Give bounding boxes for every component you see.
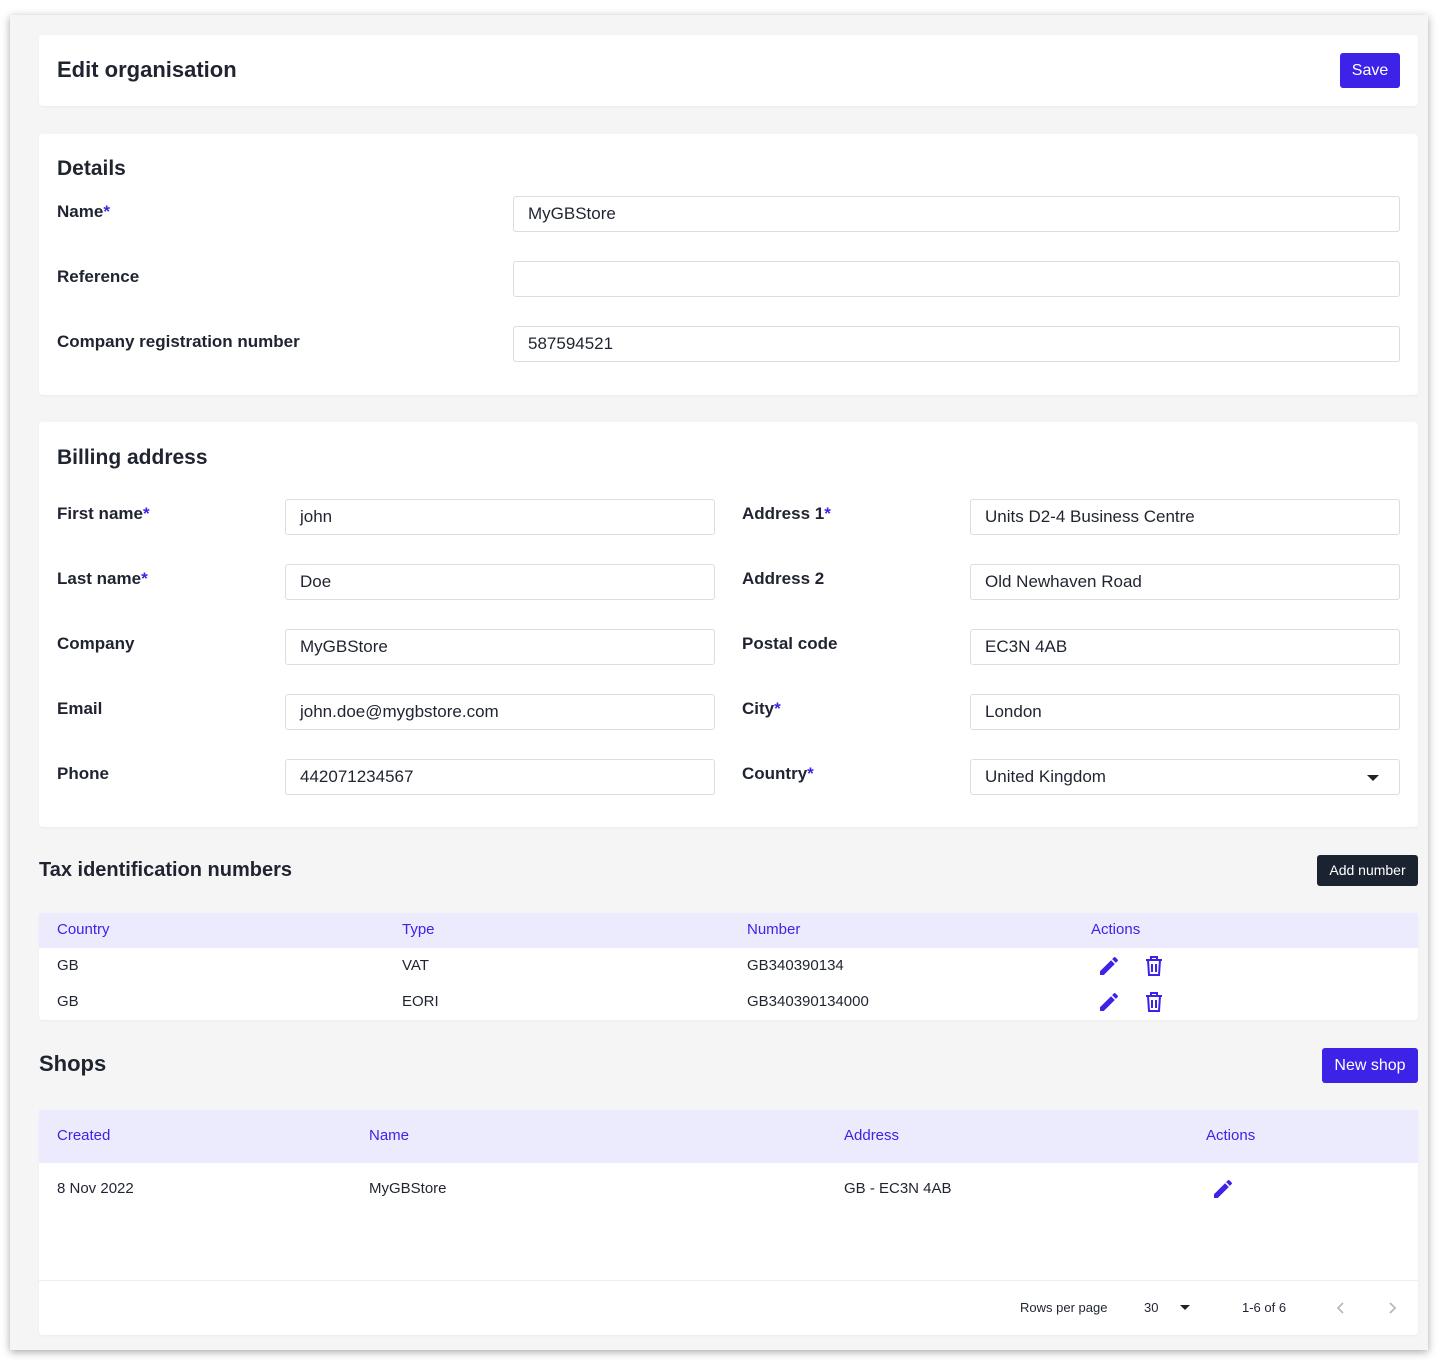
- input-value: MyGBStore: [300, 637, 388, 656]
- field-label: Name*: [57, 200, 110, 224]
- text-input[interactable]: Old Newhaven Road: [970, 564, 1400, 600]
- label-text: Country: [742, 764, 808, 783]
- required-mark: *: [142, 504, 150, 523]
- input-value: john.doe@mygbstore.com: [300, 702, 499, 721]
- field-label: Last name*: [57, 567, 148, 591]
- field-label: City*: [742, 697, 781, 721]
- previous-page[interactable]: [1333, 1300, 1349, 1316]
- table-header: [39, 913, 1418, 948]
- field-label: Country*: [742, 762, 814, 786]
- table-cell: GB: [57, 957, 79, 974]
- field-label: Reference: [57, 265, 139, 289]
- table-cell: GB340390134: [747, 957, 844, 974]
- required-mark: *: [824, 504, 831, 523]
- rows-per-page-value[interactable]: 30: [1144, 1300, 1159, 1315]
- label-text: Name: [57, 202, 104, 221]
- input-value: London: [985, 702, 1042, 721]
- text-input[interactable]: Doe: [285, 564, 715, 600]
- text-input[interactable]: john.doe@mygbstore.com: [285, 694, 715, 730]
- input-value: United Kingdom: [985, 767, 1106, 786]
- delete-icon[interactable]: [1142, 990, 1166, 1014]
- header-card: [39, 35, 1418, 106]
- text-input[interactable]: MyGBStore: [285, 629, 715, 665]
- section-title: Tax identification numbers: [39, 859, 292, 881]
- text-input[interactable]: 442071234567: [285, 759, 715, 795]
- column-header: Actions: [1091, 921, 1141, 938]
- field-label: Address 2: [742, 567, 824, 591]
- footer-divider: [39, 1280, 1418, 1281]
- input-value: Old Newhaven Road: [985, 572, 1142, 591]
- input-value: 442071234567: [300, 767, 414, 786]
- field-label: Postal code: [742, 632, 837, 656]
- next-page[interactable]: [1384, 1300, 1400, 1316]
- label-text: First name: [57, 504, 143, 523]
- column-header: Created: [57, 1127, 111, 1144]
- delete-icon[interactable]: [1142, 954, 1166, 978]
- input-value: john: [300, 507, 333, 526]
- rows-per-page-label: Rows per page: [1020, 1300, 1108, 1315]
- input-value: Doe: [300, 572, 332, 591]
- dropdown-arrow: [1367, 775, 1379, 781]
- label-text: Address 2: [742, 569, 825, 588]
- table-cell: 8 Nov 2022: [57, 1180, 134, 1197]
- label-text: City: [742, 699, 775, 718]
- edit-icon[interactable]: [1211, 1177, 1235, 1201]
- section-title: Shops: [39, 1051, 107, 1076]
- section-title: Billing address: [57, 446, 208, 469]
- text-input[interactable]: [513, 261, 1400, 297]
- table-cell: VAT: [402, 957, 429, 974]
- page-range: 1-6 of 6: [1242, 1300, 1287, 1315]
- input-value: EC3N 4AB: [985, 637, 1068, 656]
- table-cell: EORI: [402, 993, 439, 1010]
- label-text: Company registration number: [57, 332, 300, 351]
- new-shop-button[interactable]: New shop: [1322, 1048, 1418, 1083]
- text-input[interactable]: 587594521: [513, 326, 1400, 362]
- page-title: Edit organisation: [57, 57, 237, 82]
- table-cell: GB - EC3N 4AB: [844, 1180, 952, 1197]
- text-input[interactable]: MyGBStore: [513, 196, 1400, 232]
- label-text: Company: [57, 634, 135, 653]
- section-title: Details: [57, 157, 126, 180]
- column-header: Address: [844, 1127, 900, 1144]
- column-header: Type: [402, 921, 435, 938]
- required-mark: *: [774, 699, 781, 718]
- input-value: MyGBStore: [528, 204, 616, 223]
- label-text: Reference: [57, 267, 140, 286]
- text-input[interactable]: London: [970, 694, 1400, 730]
- field-label: Email: [57, 697, 102, 721]
- dropdown-arrow[interactable]: [1180, 1305, 1190, 1310]
- select-input[interactable]: United Kingdom: [970, 759, 1400, 795]
- table-header: [39, 1110, 1418, 1163]
- label-text: Email: [57, 699, 103, 718]
- label-text: Address 1: [742, 504, 825, 523]
- field-label: Address 1*: [742, 502, 831, 526]
- column-header: Number: [747, 921, 801, 938]
- input-value: Units D2-4 Business Centre: [985, 507, 1195, 526]
- add-number-button[interactable]: Add number: [1317, 855, 1418, 886]
- save-button[interactable]: Save: [1340, 53, 1400, 88]
- table-cell: GB340390134000: [747, 993, 869, 1010]
- text-input[interactable]: john: [285, 499, 715, 535]
- field-label: First name*: [57, 502, 150, 526]
- table-cell: MyGBStore: [369, 1180, 447, 1197]
- column-header: Name: [369, 1127, 410, 1144]
- required-mark: *: [103, 202, 110, 221]
- edit-icon[interactable]: [1097, 990, 1121, 1014]
- field-label: Company: [57, 632, 134, 656]
- label-text: Postal code: [742, 634, 838, 653]
- column-header: Actions: [1206, 1127, 1256, 1144]
- label-text: Phone: [57, 764, 109, 783]
- required-mark: *: [807, 764, 814, 783]
- column-header: Country: [57, 921, 110, 938]
- text-input[interactable]: EC3N 4AB: [970, 629, 1400, 665]
- field-label: Phone: [57, 762, 109, 786]
- table-cell: GB: [57, 993, 79, 1010]
- required-mark: *: [141, 569, 148, 588]
- text-input[interactable]: Units D2-4 Business Centre: [970, 499, 1400, 535]
- edit-icon[interactable]: [1097, 954, 1121, 978]
- label-text: Last name: [57, 569, 142, 588]
- field-label: Company registration number: [57, 330, 300, 354]
- input-value: 587594521: [528, 334, 614, 353]
